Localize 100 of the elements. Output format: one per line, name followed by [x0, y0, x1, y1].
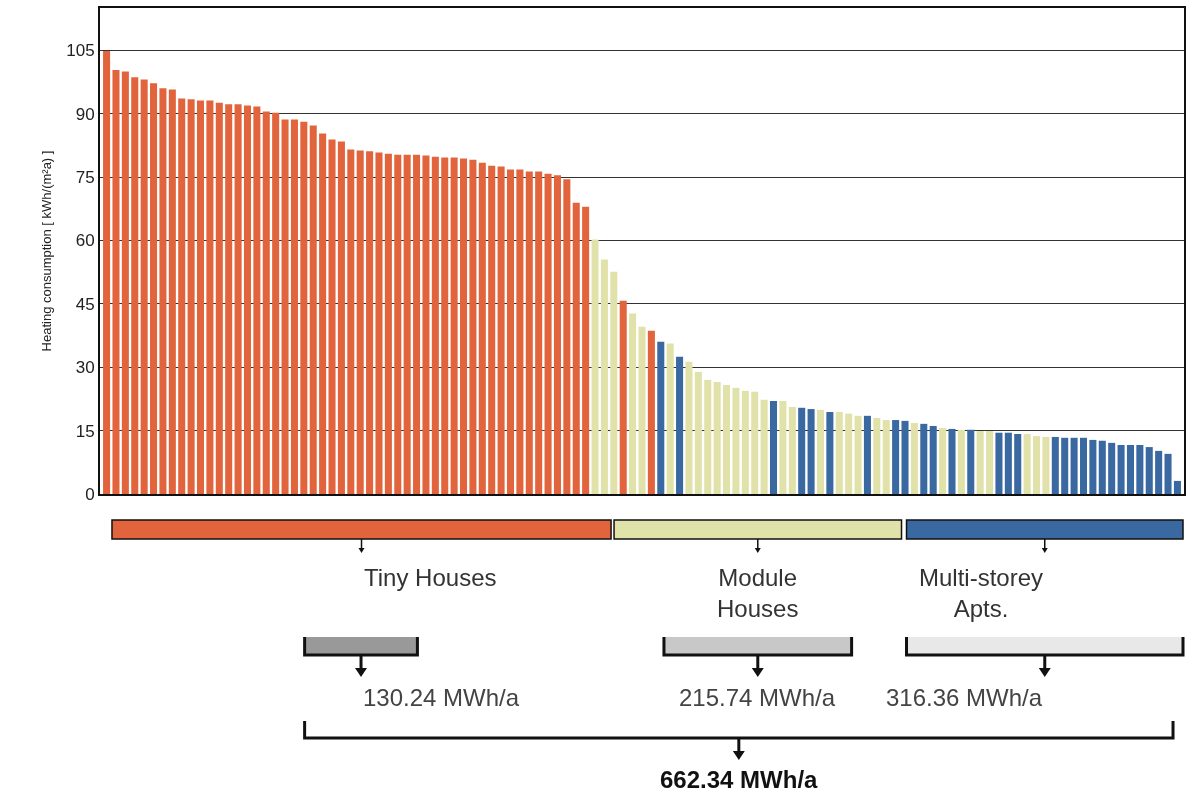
bar [1042, 436, 1050, 494]
bar [535, 171, 543, 494]
text: Module Houses [717, 564, 799, 623]
bar [1108, 442, 1116, 494]
y-tick-label: 15 [75, 421, 95, 441]
bar [685, 361, 693, 494]
bar [131, 77, 139, 494]
bar [178, 98, 186, 494]
bar [572, 202, 580, 494]
bar [394, 154, 402, 494]
bar [910, 423, 918, 494]
bar [243, 105, 251, 494]
bar [854, 415, 862, 494]
y-tick-label: 90 [75, 104, 95, 124]
bar [807, 409, 815, 494]
bar [1136, 444, 1144, 494]
bar [1117, 444, 1125, 494]
bar [1023, 433, 1031, 494]
bar [1098, 440, 1106, 494]
bar [488, 165, 496, 494]
bar [187, 99, 195, 494]
bar [863, 415, 871, 494]
bar [1145, 447, 1153, 494]
bar [215, 102, 223, 494]
bar [920, 423, 928, 494]
bar [121, 71, 129, 494]
bar [713, 382, 721, 494]
bar [638, 326, 646, 494]
bar [337, 141, 345, 494]
bar [976, 431, 984, 494]
bar [1033, 436, 1041, 494]
bar [159, 88, 167, 494]
bar [347, 149, 355, 494]
bar [1004, 432, 1012, 494]
bar [112, 70, 120, 494]
bar [431, 156, 439, 494]
bar [403, 154, 411, 494]
bar [1061, 437, 1069, 494]
bar [600, 259, 608, 494]
y-tick-label: 75 [75, 167, 95, 187]
text: Tiny Houses [364, 564, 497, 591]
y-tick-label: 30 [75, 358, 95, 378]
y-tick-label: 45 [75, 294, 95, 314]
bar [845, 413, 853, 494]
bar [563, 179, 571, 494]
bar [196, 100, 205, 494]
bar [1089, 439, 1097, 494]
bar [253, 106, 261, 494]
bar [469, 159, 477, 494]
bar [422, 155, 430, 494]
bar [929, 425, 937, 494]
bar [957, 429, 965, 494]
bar [300, 121, 308, 494]
y-axis-title: Heating consumption [ kWh/(m²a) ] [38, 150, 54, 352]
bar [150, 83, 158, 494]
y-tick-label: 105 [66, 41, 95, 61]
bar [901, 420, 909, 494]
bar [553, 175, 561, 494]
bar [816, 409, 824, 494]
bar [751, 391, 759, 494]
bar [591, 239, 599, 494]
bar [103, 51, 111, 494]
bar [206, 100, 214, 494]
bar [272, 112, 280, 494]
bar [516, 169, 524, 494]
bar [967, 429, 975, 494]
bar [1070, 437, 1078, 494]
bar [309, 125, 317, 494]
bar [225, 104, 233, 494]
bar [413, 154, 421, 494]
bar [441, 157, 449, 494]
bar [676, 356, 684, 494]
bar [1126, 444, 1134, 494]
bar [384, 153, 392, 494]
text: 215.74 MWh/a [679, 684, 836, 711]
text: Multi-storey Apts. [919, 564, 1044, 623]
bar [657, 341, 665, 494]
bar [506, 169, 515, 494]
y-tick-label: 60 [75, 231, 95, 251]
bar [619, 300, 627, 494]
bar [995, 432, 1003, 494]
bar [694, 371, 702, 494]
bar [835, 412, 843, 494]
bar [281, 119, 289, 494]
bar [610, 271, 618, 494]
bar [366, 151, 374, 494]
bar [704, 379, 712, 494]
bar [1079, 437, 1088, 494]
bar [826, 412, 834, 494]
bar [356, 150, 364, 494]
bar [582, 206, 590, 494]
bar [525, 171, 533, 494]
bar [769, 401, 778, 494]
bar [168, 89, 176, 494]
bar [779, 401, 787, 494]
bar [760, 399, 768, 494]
bar [1155, 450, 1163, 494]
bar [1014, 433, 1022, 494]
bar [629, 313, 637, 494]
text: 662.34 MWh/a [660, 766, 819, 793]
